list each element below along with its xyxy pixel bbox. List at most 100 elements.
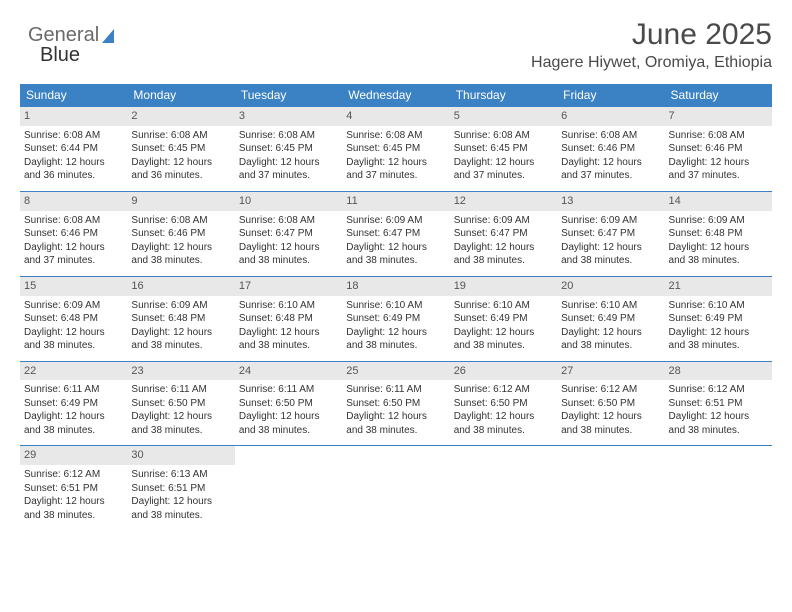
sunset-line: Sunset: 6:48 PM [239,312,338,326]
daylight-line: Daylight: 12 hours and 37 minutes. [669,156,768,183]
calendar-cell: 12Sunrise: 6:09 AMSunset: 6:47 PMDayligh… [450,191,557,276]
day-number: 19 [450,277,557,296]
daylight-line: Daylight: 12 hours and 38 minutes. [239,241,338,268]
day-number: 8 [20,192,127,211]
sunrise-line: Sunrise: 6:10 AM [454,299,553,313]
day-number: 14 [665,192,772,211]
day-number: 20 [557,277,664,296]
calendar-cell: 28Sunrise: 6:12 AMSunset: 6:51 PMDayligh… [665,361,772,446]
sunset-line: Sunset: 6:49 PM [669,312,768,326]
sunrise-line: Sunrise: 6:10 AM [239,299,338,313]
day-number: 13 [557,192,664,211]
calendar-cell: 18 Sunrise: 6:10 AMSunset: 6:49 PMDayligh… [342,276,449,361]
day-details: Sunrise: 6:09 AMSunset: 6:48 PMDaylight:… [669,214,768,268]
sunrise-line: Sunrise: 6:10 AM [346,299,445,313]
daylight-line: Daylight: 12 hours and 36 minutes. [24,156,123,183]
sunset-line: Sunset: 6:45 PM [454,142,553,156]
sunrise-line: Sunrise: 6:13 AM [131,468,230,482]
calendar-cell: 17 Sunrise: 6:10 AMSunset: 6:48 PMDayligh… [235,276,342,361]
day-number: 23 [127,362,234,381]
daylight-line: Daylight: 12 hours and 38 minutes. [669,326,768,353]
daylight-line: Daylight: 12 hours and 38 minutes. [454,326,553,353]
day-details: Sunrise: 6:12 AMSunset: 6:50 PMDaylight:… [561,383,660,437]
day-details: Sunrise: 6:10 AMSunset: 6:49 PMDaylight:… [669,299,768,353]
calendar-cell: 1Sunrise: 6:08 AMSunset: 6:44 PMDaylight… [20,107,127,192]
sunrise-line: Sunrise: 6:10 AM [669,299,768,313]
sunrise-line: Sunrise: 6:12 AM [669,383,768,397]
sunrise-line: Sunrise: 6:08 AM [239,129,338,143]
daylight-line: Daylight: 12 hours and 37 minutes. [346,156,445,183]
sunrise-line: Sunrise: 6:11 AM [346,383,445,397]
daylight-line: Daylight: 12 hours and 38 minutes. [131,410,230,437]
daylight-line: Daylight: 12 hours and 38 minutes. [454,410,553,437]
day-details: Sunrise: 6:09 AMSunset: 6:47 PMDaylight:… [346,214,445,268]
calendar-body: 1Sunrise: 6:08 AMSunset: 6:44 PMDaylight… [20,107,772,531]
day-details: Sunrise: 6:08 AMSunset: 6:45 PMDaylight:… [346,129,445,183]
sunset-line: Sunset: 6:46 PM [24,227,123,241]
day-details: Sunrise: 6:08 AMSunset: 6:46 PMDaylight:… [24,214,123,268]
day-details: Sunrise: 6:10 AMSunset: 6:48 PMDaylight:… [239,299,338,353]
sunset-line: Sunset: 6:48 PM [24,312,123,326]
day-number: 17 [235,277,342,296]
day-details: Sunrise: 6:09 AMSunset: 6:47 PMDaylight:… [454,214,553,268]
calendar-cell: 22 Sunrise: 6:11 AMSunset: 6:49 PMDayligh… [20,361,127,446]
calendar-cell: 6Sunrise: 6:08 AMSunset: 6:46 PMDaylight… [557,107,664,192]
day-details: Sunrise: 6:08 AMSunset: 6:46 PMDaylight:… [131,214,230,268]
sunset-line: Sunset: 6:50 PM [454,397,553,411]
day-number: 30 [127,446,234,465]
daylight-line: Daylight: 12 hours and 37 minutes. [561,156,660,183]
sunrise-line: Sunrise: 6:09 AM [346,214,445,228]
sunset-line: Sunset: 6:50 PM [131,397,230,411]
sunset-line: Sunset: 6:46 PM [669,142,768,156]
day-details: Sunrise: 6:12 AMSunset: 6:51 PMDaylight:… [669,383,768,437]
daylight-line: Daylight: 12 hours and 38 minutes. [239,410,338,437]
brand-sail-icon [101,28,119,44]
day-number: 5 [450,107,557,126]
day-details: Sunrise: 6:10 AMSunset: 6:49 PMDaylight:… [346,299,445,353]
calendar-cell: 2Sunrise: 6:08 AMSunset: 6:45 PMDaylight… [127,107,234,192]
day-number: 2 [127,107,234,126]
sunrise-line: Sunrise: 6:11 AM [239,383,338,397]
daylight-line: Daylight: 12 hours and 38 minutes. [24,495,123,522]
day-details: Sunrise: 6:11 AMSunset: 6:49 PMDaylight:… [24,383,123,437]
title-block: June 2025 Hagere Hiywet, Oromiya, Ethiop… [20,18,772,72]
day-number: 15 [20,277,127,296]
day-details: Sunrise: 6:12 AMSunset: 6:51 PMDaylight:… [24,468,123,522]
sunset-line: Sunset: 6:47 PM [346,227,445,241]
sunrise-line: Sunrise: 6:11 AM [131,383,230,397]
sunset-line: Sunset: 6:51 PM [24,482,123,496]
daylight-line: Daylight: 12 hours and 37 minutes. [454,156,553,183]
sunrise-line: Sunrise: 6:09 AM [131,299,230,313]
daylight-line: Daylight: 12 hours and 38 minutes. [24,410,123,437]
daylight-line: Daylight: 12 hours and 38 minutes. [669,241,768,268]
day-number: 22 [20,362,127,381]
day-number: 24 [235,362,342,381]
calendar-cell: 29 Sunrise: 6:12 AMSunset: 6:51 PMDayligh… [20,446,127,530]
day-details: Sunrise: 6:12 AMSunset: 6:50 PMDaylight:… [454,383,553,437]
calendar-cell: 25Sunrise: 6:11 AMSunset: 6:50 PMDayligh… [342,361,449,446]
day-details: Sunrise: 6:09 AMSunset: 6:47 PMDaylight:… [561,214,660,268]
day-number: 6 [557,107,664,126]
day-details: Sunrise: 6:11 AMSunset: 6:50 PMDaylight:… [239,383,338,437]
daylight-line: Daylight: 12 hours and 36 minutes. [131,156,230,183]
day-details: Sunrise: 6:08 AMSunset: 6:45 PMDaylight:… [239,129,338,183]
calendar-cell: 4Sunrise: 6:08 AMSunset: 6:45 PMDaylight… [342,107,449,192]
sunrise-line: Sunrise: 6:08 AM [24,129,123,143]
brand-part2: Blue [40,44,80,66]
day-number: 18 [342,277,449,296]
day-details: Sunrise: 6:11 AMSunset: 6:50 PMDaylight:… [131,383,230,437]
calendar-cell: 13 Sunrise: 6:09 AMSunset: 6:47 PMDayligh… [557,191,664,276]
sunrise-line: Sunrise: 6:12 AM [24,468,123,482]
day-number: 3 [235,107,342,126]
brand-line2: Blue [40,44,80,67]
weekday-header: Thursday [450,84,557,107]
calendar-cell: 20Sunrise: 6:10 AMSunset: 6:49 PMDayligh… [557,276,664,361]
daylight-line: Daylight: 12 hours and 38 minutes. [131,495,230,522]
calendar-cell: .. [665,446,772,530]
day-number: 25 [342,362,449,381]
sunrise-line: Sunrise: 6:08 AM [131,129,230,143]
weekday-header: Monday [127,84,234,107]
calendar-cell: 9Sunrise: 6:08 AMSunset: 6:46 PMDaylight… [127,191,234,276]
day-number: 29 [20,446,127,465]
day-number: 7 [665,107,772,126]
